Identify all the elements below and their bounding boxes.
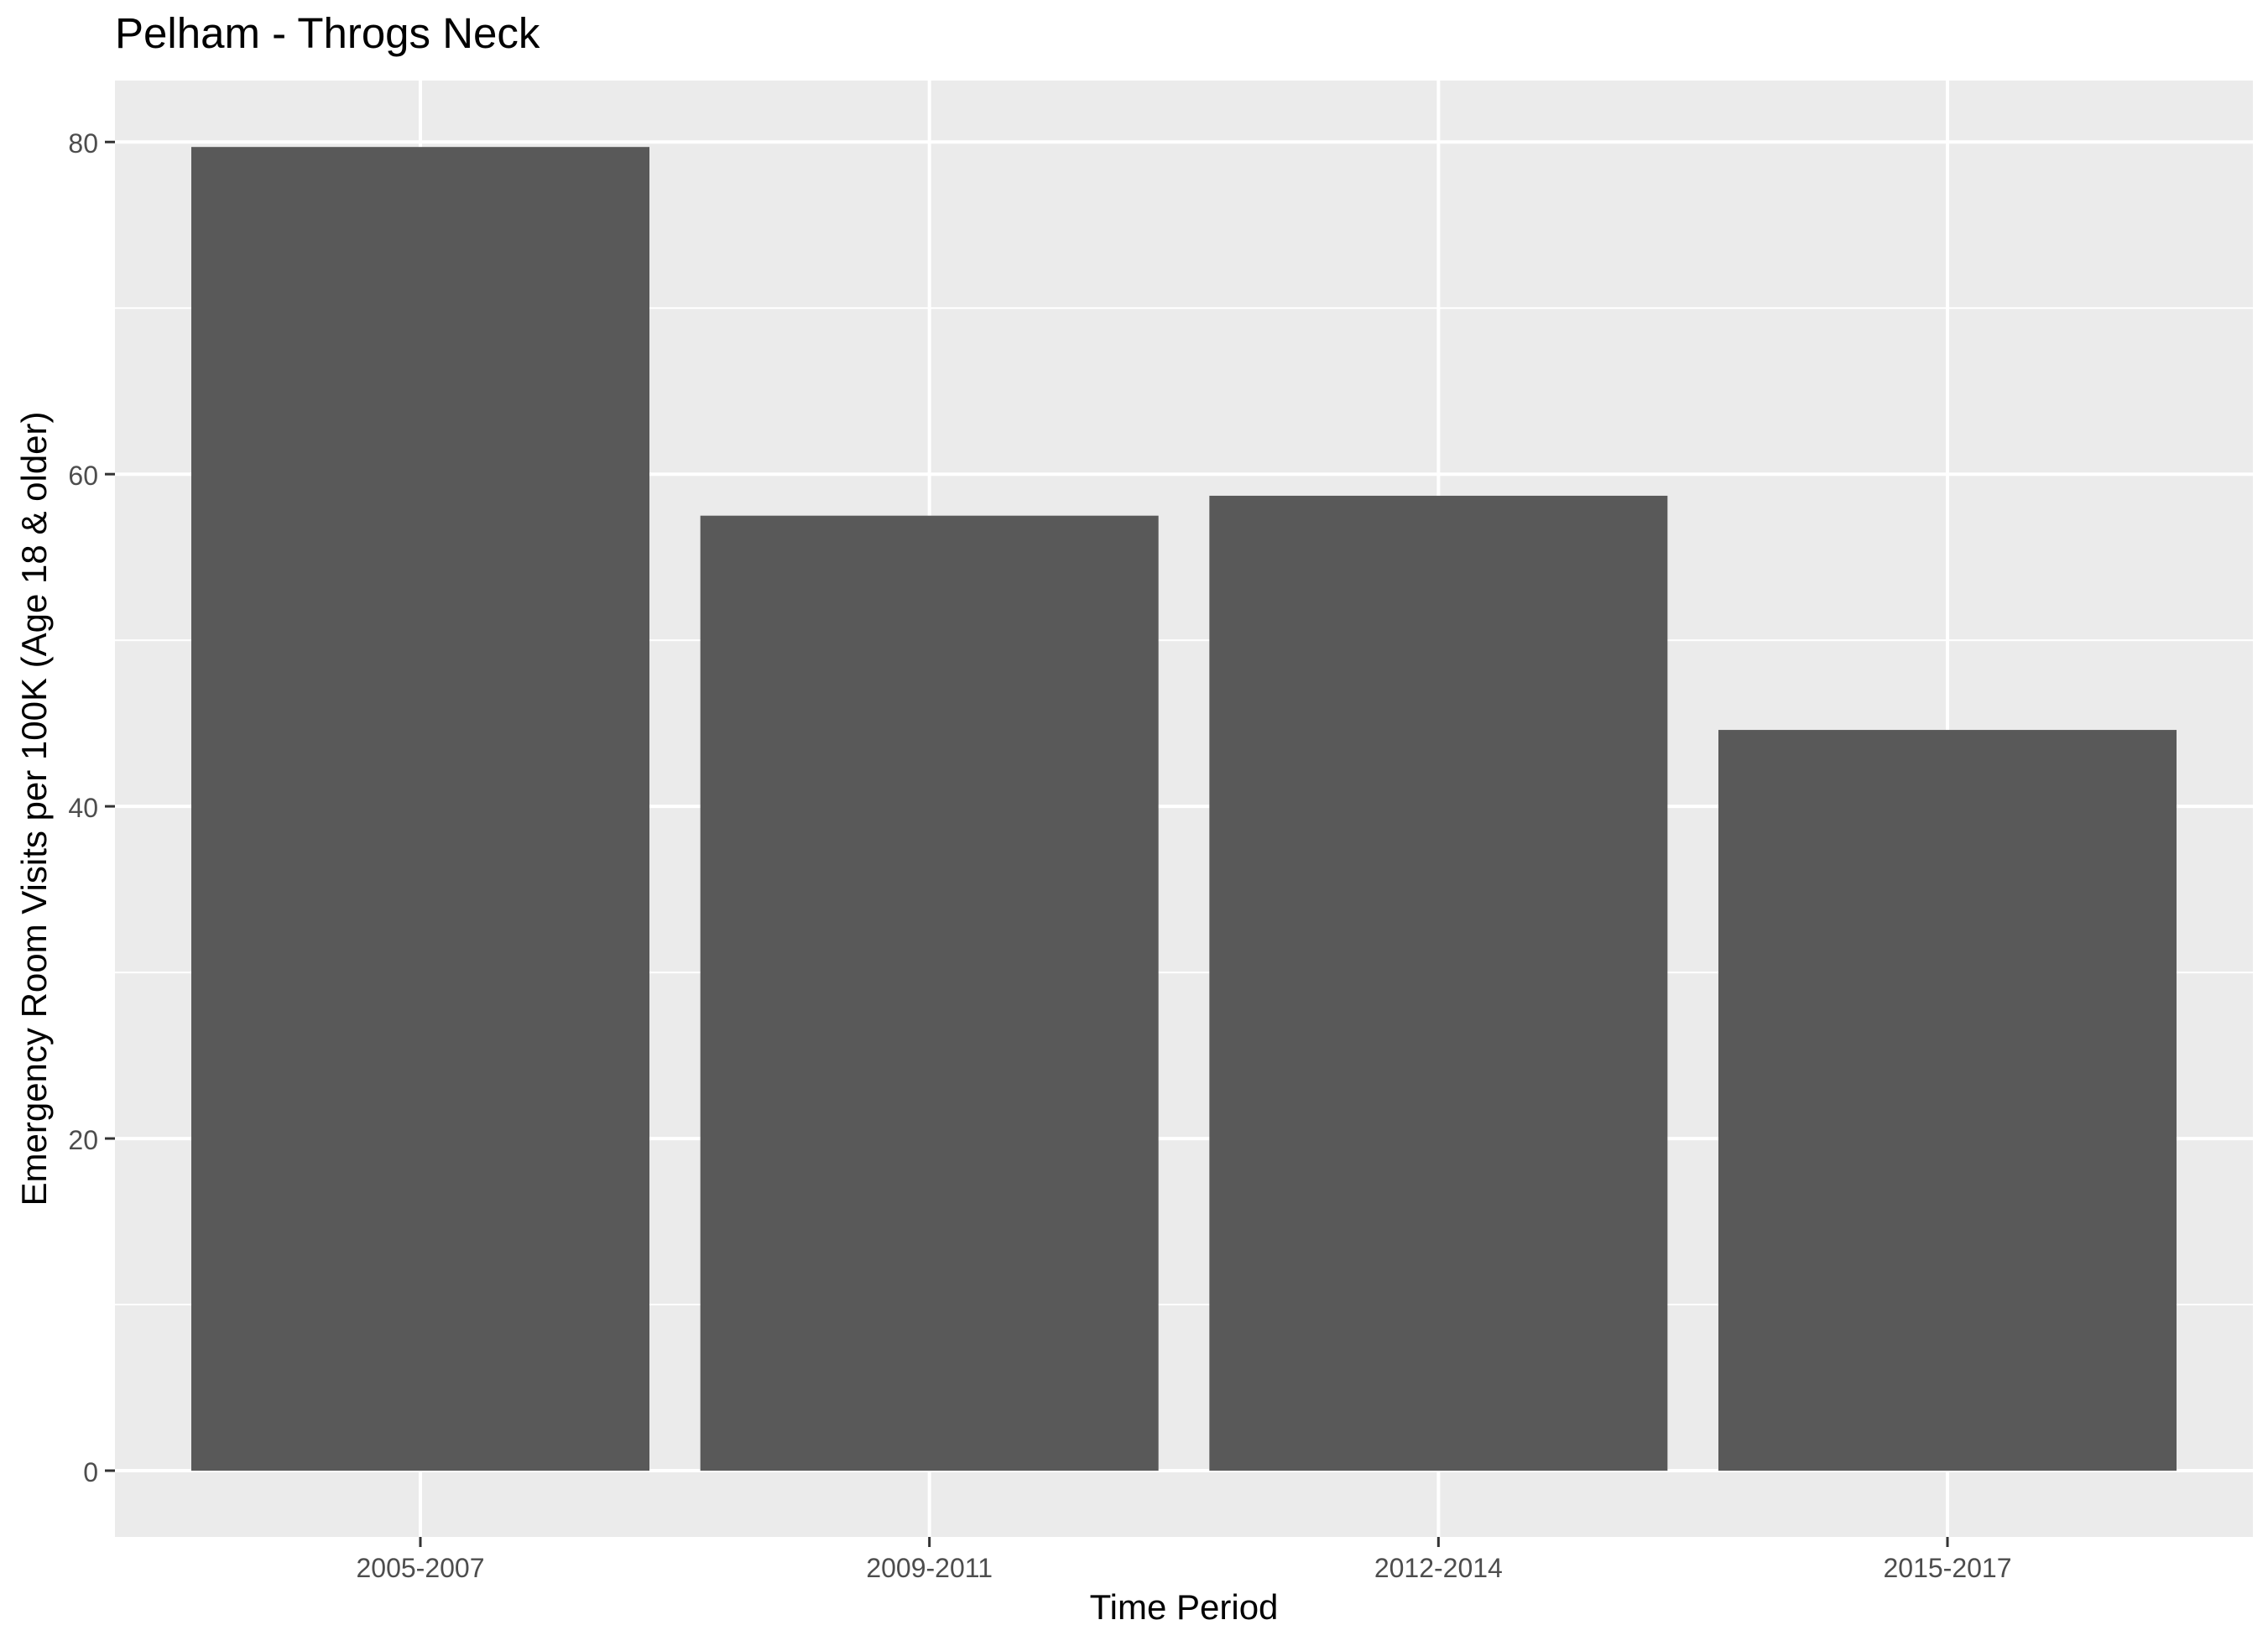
bar-2005-2007 <box>191 147 649 1472</box>
y-tick-label: 20 <box>68 1125 98 1155</box>
x-tick-label: 2012-2014 <box>1374 1553 1503 1583</box>
x-axis: 2005-2007 2009-2011 2012-2014 2015-2017 <box>356 1537 2012 1583</box>
bar-2015-2017 <box>1718 730 2177 1472</box>
bar-2012-2014 <box>1209 495 1668 1472</box>
x-tick-label: 2009-2011 <box>866 1553 993 1583</box>
chart-title: Pelham - Throgs Neck <box>115 9 540 57</box>
y-tick-label: 80 <box>68 128 98 159</box>
bars <box>191 147 2177 1472</box>
x-axis-title: Time Period <box>1090 1587 1279 1627</box>
y-axis: 0 20 40 60 80 <box>68 128 115 1487</box>
x-tick-label: 2015-2017 <box>1883 1553 2011 1583</box>
y-tick-label: 0 <box>83 1457 98 1487</box>
y-tick-label: 40 <box>68 793 98 823</box>
x-tick-label: 2005-2007 <box>356 1553 484 1583</box>
y-axis-title: Emergency Room Visits per 100K (Age 18 &… <box>14 411 54 1206</box>
y-tick-label: 60 <box>68 461 98 491</box>
bar-2009-2011 <box>700 515 1159 1472</box>
